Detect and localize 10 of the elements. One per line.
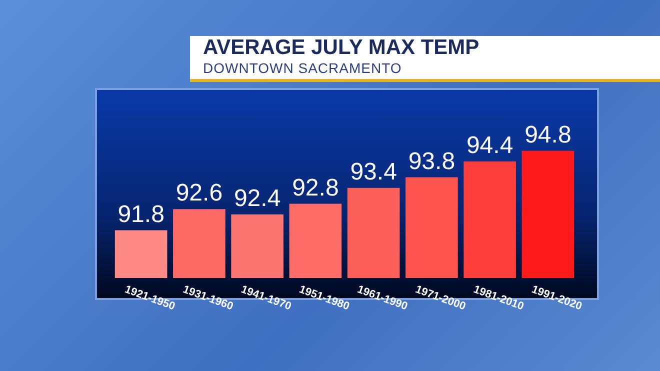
data-label: 92.4 [234,185,281,212]
data-label: 92.8 [292,174,339,202]
data-label: 93.8 [408,148,456,175]
chart-title: AVERAGE JULY MAX TEMP [203,36,480,60]
chart-subtitle: DOWNTOWN SACRAMENTO [203,60,402,76]
data-label: 91.8 [118,200,164,228]
data-label: 94.4 [466,132,514,160]
data-label: 93.4 [350,158,397,186]
data-label: 94.8 [524,121,572,148]
data-label: 92.6 [176,180,223,207]
